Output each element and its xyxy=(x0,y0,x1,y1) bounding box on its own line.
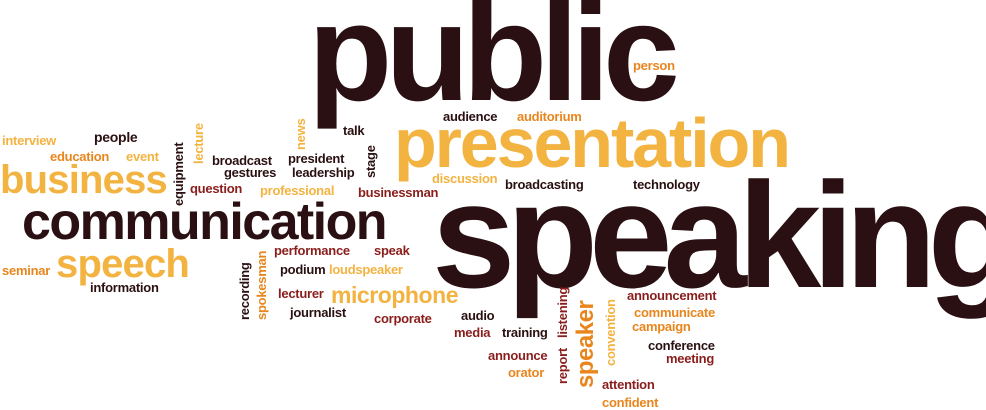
word-corporate: corporate xyxy=(374,311,432,326)
word-speaker: speaker xyxy=(572,300,599,388)
word-announce: announce xyxy=(488,348,548,363)
word-listening: listening xyxy=(555,286,570,338)
word-stage: stage xyxy=(363,145,378,178)
word-report: report xyxy=(555,348,570,384)
word-equipment: equipment xyxy=(171,142,186,206)
word-meeting: meeting xyxy=(666,351,715,366)
word-event: event xyxy=(126,149,159,164)
word-confident: confident xyxy=(602,395,659,410)
word-recording: recording xyxy=(237,262,252,320)
word-communicate: communicate xyxy=(634,305,715,320)
word-talk: talk xyxy=(343,123,365,138)
word-seminar: seminar xyxy=(2,263,51,278)
word-podium: podium xyxy=(280,262,326,277)
word-question: question xyxy=(190,181,243,196)
word-conference: conference xyxy=(648,338,715,353)
word-businessman: businessman xyxy=(358,185,439,200)
word-journalist: journalist xyxy=(290,305,346,320)
word-auditorium: auditorium xyxy=(517,109,582,124)
word-speak: speak xyxy=(374,243,410,258)
word-interview: interview xyxy=(2,133,57,148)
word-attention: attention xyxy=(602,377,655,392)
word-person: person xyxy=(633,58,675,73)
word-people: people xyxy=(94,129,138,145)
word-speech: speech xyxy=(56,242,190,286)
word-microphone: microphone xyxy=(331,282,459,308)
word-broadcast: broadcast xyxy=(212,153,272,168)
word-gestures: gestures xyxy=(224,165,277,180)
word-audience: audience xyxy=(443,109,498,124)
word-campaign: campaign xyxy=(632,319,691,334)
word-discussion: discussion xyxy=(432,171,498,186)
word-technology: technology xyxy=(633,177,700,192)
word-news: news xyxy=(293,118,308,150)
word-audio: audio xyxy=(461,308,495,323)
word-presentation: presentation xyxy=(394,104,791,182)
word-communication: communication xyxy=(22,193,388,251)
word-speaking: speaking xyxy=(432,151,986,319)
word-loudspeaker: loudspeaker xyxy=(329,262,403,277)
word-performance: performance xyxy=(274,243,350,258)
word-public: public xyxy=(308,0,680,130)
word-spokesman: spokesman xyxy=(254,250,269,320)
word-training: training xyxy=(502,325,548,340)
word-orator: orator xyxy=(508,365,544,380)
word-education: education xyxy=(50,149,110,164)
word-president: president xyxy=(288,151,345,166)
word-broadcasting: broadcasting xyxy=(505,177,584,192)
word-leadership: leadership xyxy=(292,165,355,180)
word-lecture: lecture xyxy=(191,123,206,164)
word-convention: convention xyxy=(603,299,618,366)
word-lecturer: lecturer xyxy=(278,286,324,301)
word-professional: professional xyxy=(260,183,335,198)
word-announcement: announcement xyxy=(627,288,717,303)
word-media: media xyxy=(454,325,491,340)
word-information: information xyxy=(90,280,159,295)
word-business: business xyxy=(0,158,168,202)
